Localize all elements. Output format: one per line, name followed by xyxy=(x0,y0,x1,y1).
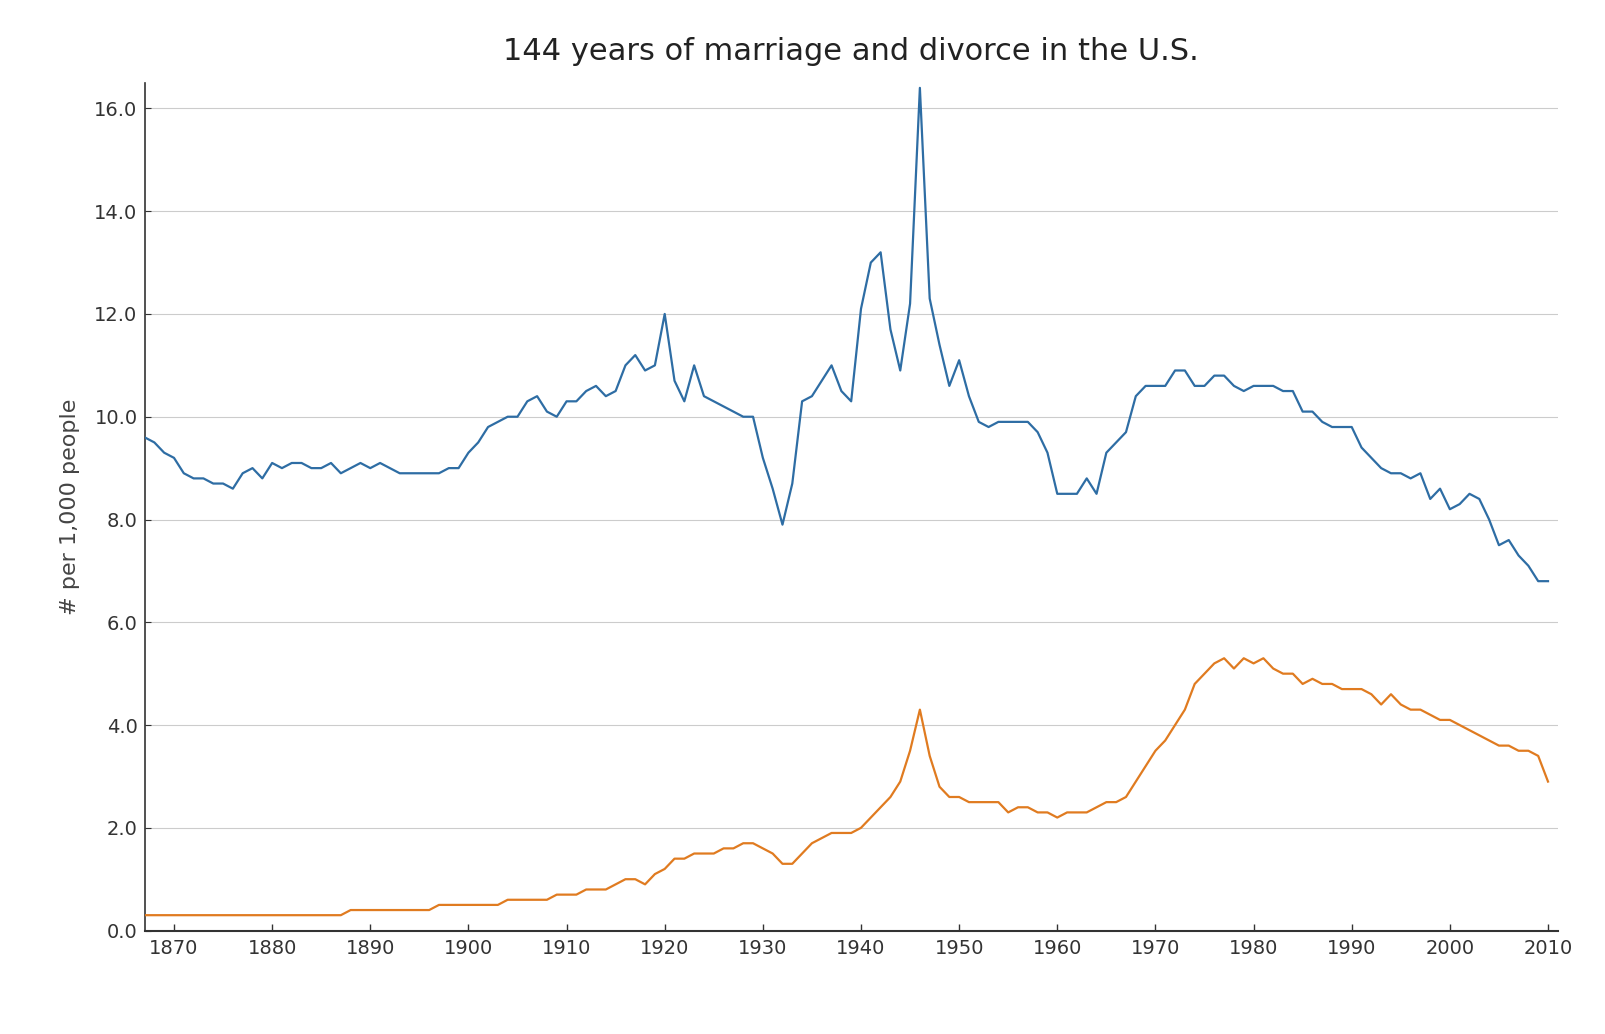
Y-axis label: # per 1,000 people: # per 1,000 people xyxy=(61,398,80,615)
Title: 144 years of marriage and divorce in the U.S.: 144 years of marriage and divorce in the… xyxy=(502,37,1199,66)
